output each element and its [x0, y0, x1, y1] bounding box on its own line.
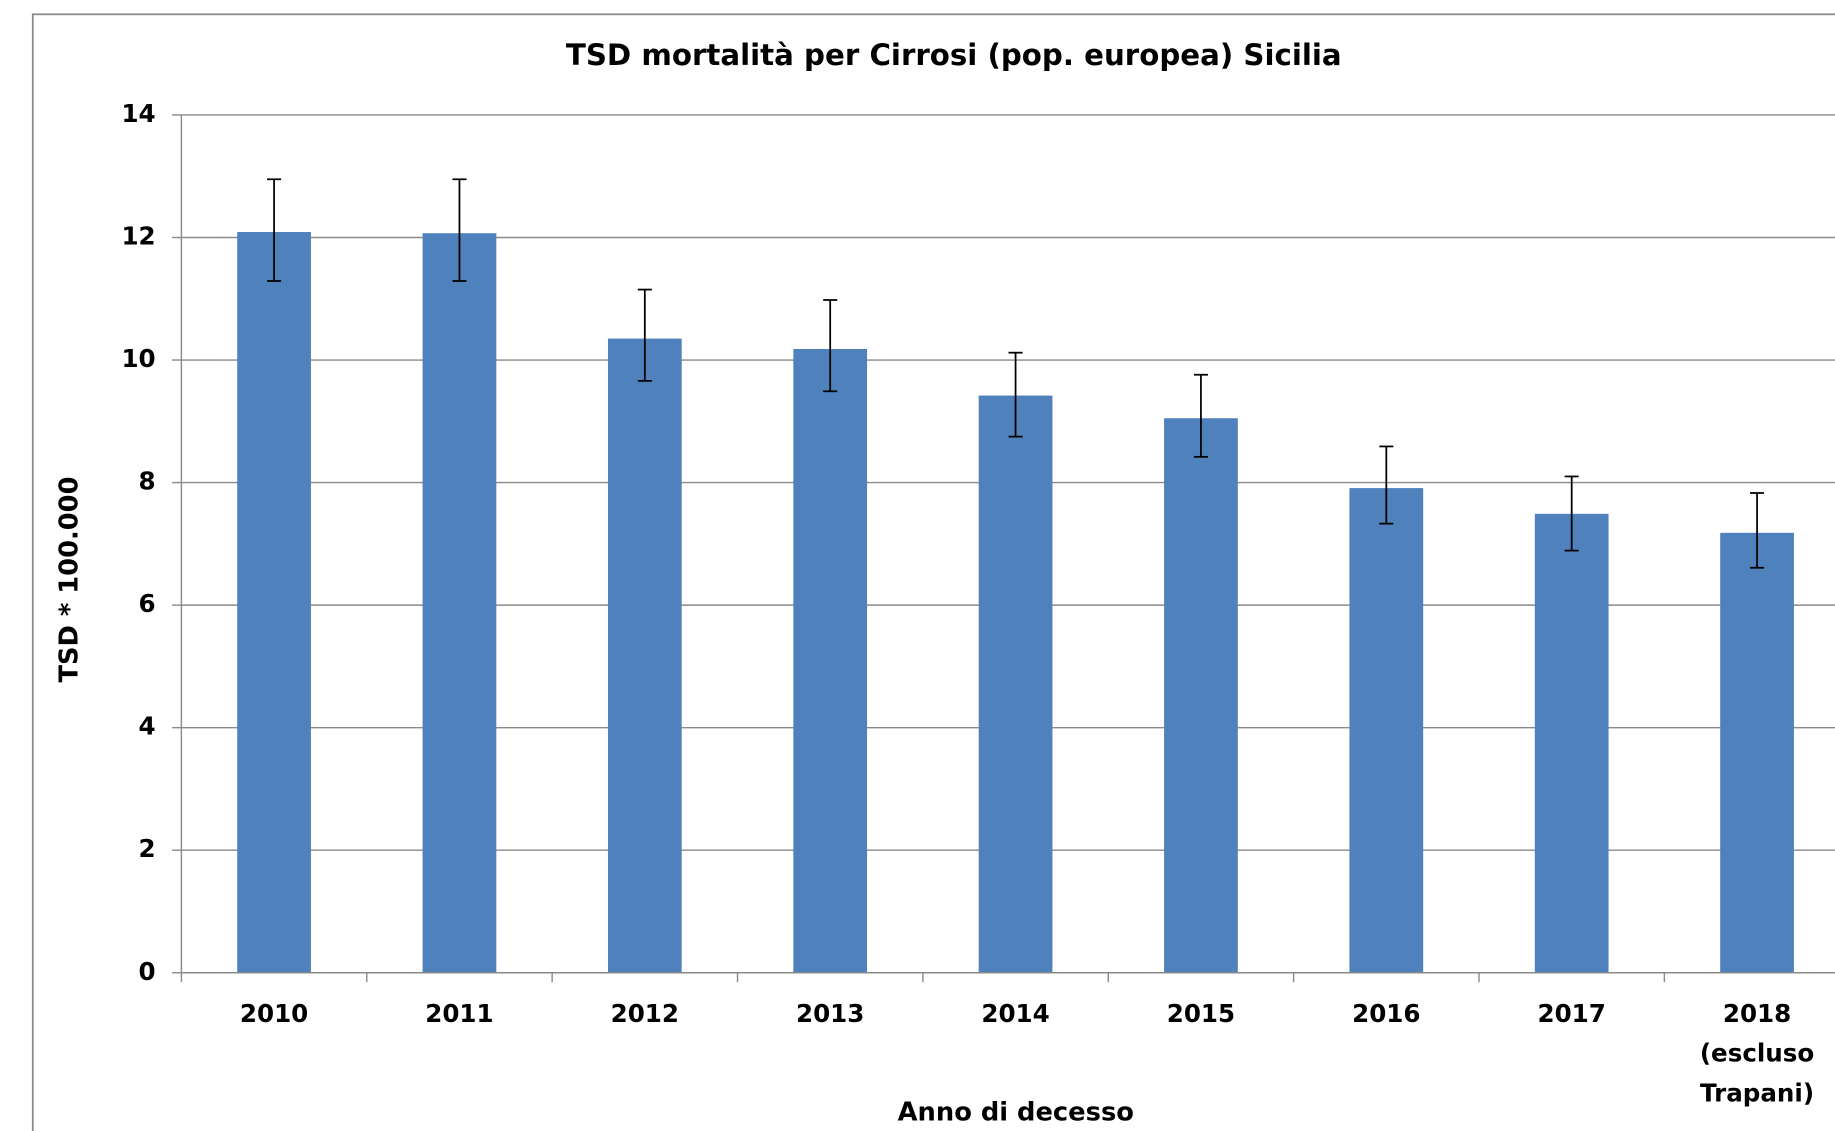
- x-tick-label: 2011: [425, 999, 493, 1028]
- y-tick-label: 12: [121, 221, 155, 250]
- chart-frame: [31, 13, 1835, 1131]
- bar: [1720, 532, 1794, 973]
- bar: [607, 338, 682, 973]
- y-tick-label: 14: [121, 99, 155, 128]
- x-tick-label: 2014: [981, 999, 1049, 1028]
- y-tick-label: 6: [139, 589, 156, 618]
- x-tick-label: 2018 (escluso Trapani): [1700, 999, 1814, 1108]
- x-tick-label: 2010: [240, 999, 308, 1028]
- y-tick-label: 10: [121, 344, 155, 373]
- bar: [1349, 488, 1424, 973]
- chart-title: TSD mortalità per Cirrosi (pop. europea)…: [566, 38, 1342, 72]
- x-tick-label: 2016: [1352, 999, 1420, 1028]
- y-tick-label: 8: [139, 467, 156, 496]
- x-tick-label: 2017: [1537, 999, 1605, 1028]
- bar: [978, 395, 1053, 973]
- bar: [793, 349, 868, 973]
- bar: [237, 231, 311, 973]
- bar: [1534, 513, 1609, 973]
- x-tick-label: 2015: [1167, 999, 1235, 1028]
- y-tick-label: 4: [139, 712, 156, 741]
- x-axis-title: Anno di decesso: [898, 1098, 1134, 1128]
- y-tick-label: 2: [139, 834, 156, 863]
- bar: [422, 233, 497, 973]
- x-tick-label: 2013: [796, 999, 864, 1028]
- y-tick-label: 0: [139, 957, 156, 986]
- bar: [1164, 418, 1238, 973]
- x-tick-label: 2012: [611, 999, 679, 1028]
- y-axis-title: TSD * 100.000: [55, 477, 85, 683]
